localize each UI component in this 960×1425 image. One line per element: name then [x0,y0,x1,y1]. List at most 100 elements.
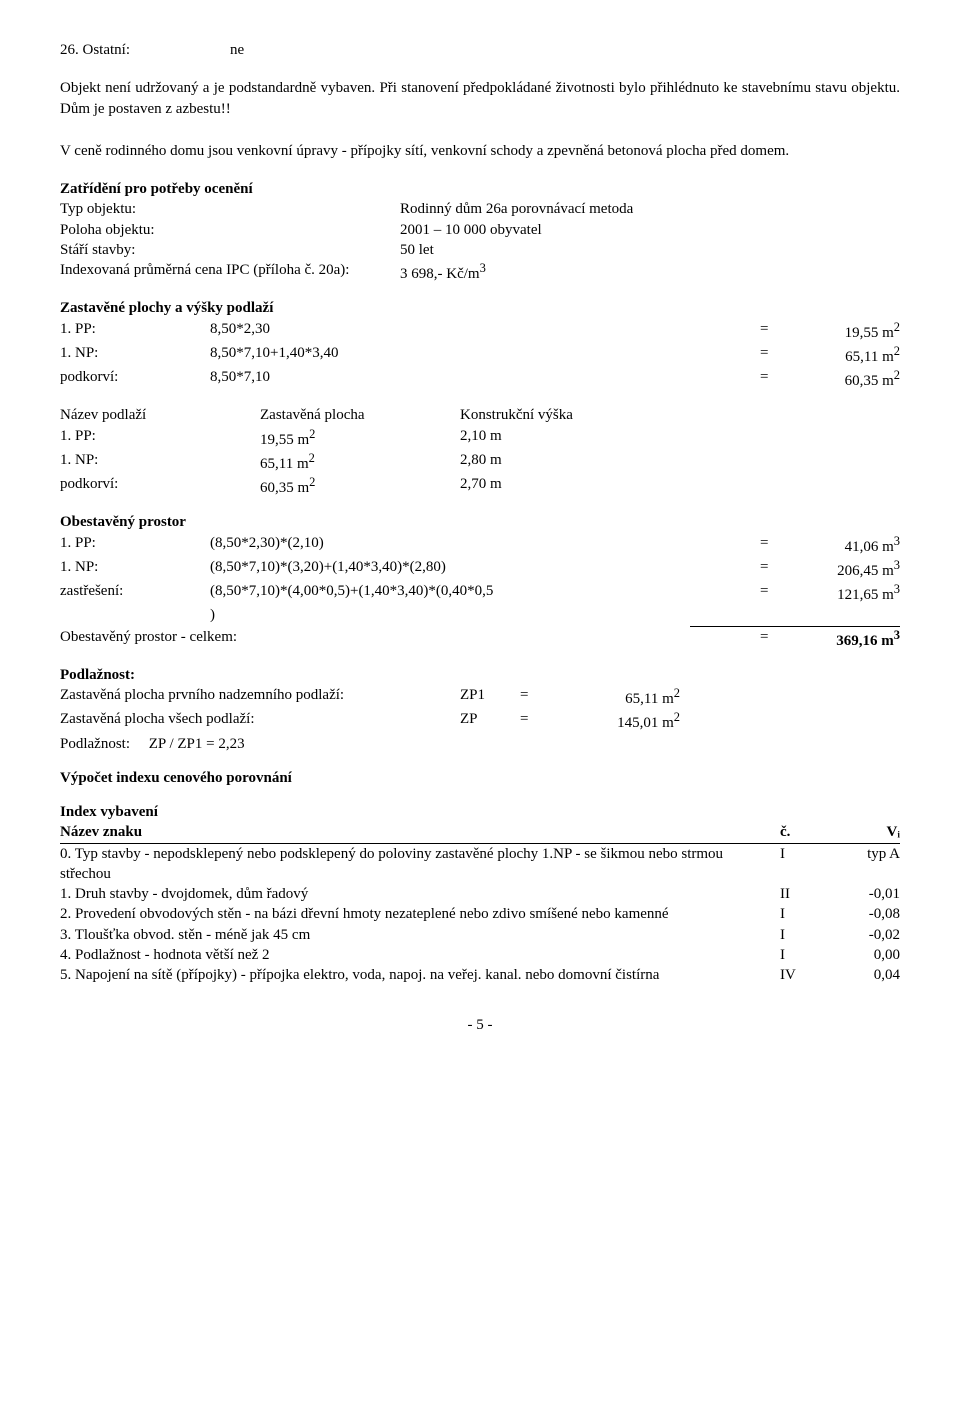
pod-z1: Zastavěná plocha prvního nadzemního podl… [60,685,460,709]
op-c2: (8,50*7,10)*(3,20)+(1,40*3,40)*(2,80) [210,557,760,581]
op-total-text: 369,16 m [836,633,894,649]
pod-z1: Zastavěná plocha všech podlaží: [60,709,460,733]
index-row: 5. Napojení na sítě (přípojky) - přípojk… [60,965,900,985]
idx-i1: 5. Napojení na sítě (přípojky) - přípojk… [60,965,780,985]
kv-c3: 2,10 m [460,426,900,450]
idx-i1: 1. Druh stavby - dvojdomek, dům řadový [60,884,780,904]
zp-c3: = [760,367,790,391]
zat-row-3: Stáří stavby: 50 let [60,240,900,260]
index-row: 4. Podlažnost - hodnota větší než 2I0,00 [60,945,900,965]
kv-row: 1. PP:19,55 m22,10 m [60,426,900,450]
op-total-label: Obestavěný prostor - celkem: [60,627,760,651]
zat-row-2: Poloha objektu: 2001 – 10 000 obyvatel [60,220,900,240]
op-row: 1. PP:(8,50*2,30)*(2,10)=41,06 m3 [60,533,900,557]
heading-vypocet: Výpočet indexu cenového porovnání [60,768,900,788]
zp-c2: 8,50*2,30 [210,319,760,343]
kv-c3: 2,80 m [460,450,900,474]
heading-podlaznost: Podlažnost: [60,665,900,685]
zp-c3: = [760,319,790,343]
zp-row: 1. NP:8,50*7,10+1,40*3,40=65,11 m2 [60,343,900,367]
item-26: 26. Ostatní: ne [60,40,900,60]
idx-i2: I [780,844,830,864]
zp-c1: podkorví: [60,367,210,391]
pod-z4: 145,01 m2 [550,709,680,733]
kv-c2: 60,35 m2 [260,474,460,498]
zp-c2: 8,50*7,10 [210,367,760,391]
idx-i2: I [780,925,830,945]
pod-row: Zastavěná plocha všech podlaží:ZP=145,01… [60,709,900,733]
zp-c1: 1. PP: [60,319,210,343]
zat-value: Rodinný dům 26a porovnávací metoda [400,199,900,219]
zat-value: 50 let [400,240,900,260]
idx-h2: č. [780,822,830,842]
index-row: 2. Provedení obvodových stěn - na bázi d… [60,904,900,924]
op-c1: 1. PP: [60,533,210,557]
op-row: 1. NP:(8,50*7,10)*(3,20)+(1,40*3,40)*(2,… [60,557,900,581]
zat-value: 2001 – 10 000 obyvatel [400,220,900,240]
idx-i3: -0,08 [830,904,900,924]
op-c3: = [760,557,790,581]
kv-c1: 1. NP: [60,450,260,474]
pod-z3: = [520,685,550,709]
zp-c4: 65,11 m2 [790,343,900,367]
index-header: Název znaku č. Vᵢ [60,822,900,843]
op-c4-empty [790,605,900,625]
op-total-val: 369,16 m3 [790,627,900,651]
zp-c3: = [760,343,790,367]
idx-i1: 0. Typ stavby - nepodsklepený nebo podsk… [60,844,780,885]
kv-c2: 65,11 m2 [260,450,460,474]
idx-i1: 2. Provedení obvodových stěn - na bázi d… [60,904,780,924]
idx-i3: 0,00 [830,945,900,965]
kv-header: Název podlaží Zastavěná plocha Konstrukč… [60,405,900,425]
pod-z2: ZP1 [460,685,520,709]
pod-ratio: Podlažnost: ZP / ZP1 = 2,23 [60,734,900,754]
item-26-label: 26. Ostatní: [60,40,230,60]
zat-value-sup: 3 [480,261,486,275]
idx-i1: 4. Podlažnost - hodnota větší než 2 [60,945,780,965]
idx-i1: 3. Tloušťka obvod. stěn - méně jak 45 cm [60,925,780,945]
pod-row: Zastavěná plocha prvního nadzemního podl… [60,685,900,709]
op-row-zast: zastřešení: (8,50*7,10)*(4,00*0,5)+(1,40… [60,581,900,605]
op-c2-cont: ) [210,605,760,625]
zat-row-4: Indexovaná průměrná cena IPC (příloha č.… [60,260,900,284]
idx-i2: II [780,884,830,904]
pod-z2: ZP [460,709,520,733]
op-c3: = [760,581,790,605]
kv-c1: podkorví: [60,474,260,498]
idx-i2: I [780,904,830,924]
op-c2: (8,50*7,10)*(4,00*0,5)+(1,40*3,40)*(0,40… [210,581,760,605]
kv-row: 1. NP:65,11 m22,80 m [60,450,900,474]
heading-zastavene: Zastavěné plochy a výšky podlaží [60,298,900,318]
op-c2: (8,50*2,30)*(2,10) [210,533,760,557]
op-c1: 1. NP: [60,557,210,581]
kv-h3: Konstrukční výška [460,405,900,425]
paragraph-1: Objekt není udržovaný a je podstandardně… [60,78,900,119]
op-c4-sup: 3 [894,582,900,596]
op-c4: 41,06 m3 [790,533,900,557]
op-c3-empty [760,605,790,625]
zp-c4: 60,35 m2 [790,367,900,391]
zat-row-1: Typ objektu: Rodinný dům 26a porovnávací… [60,199,900,219]
paragraph-2: V ceně rodinného domu jsou venkovní úpra… [60,141,900,161]
op-total: Obestavěný prostor - celkem: = 369,16 m3 [60,627,900,651]
page-number: - 5 - [60,1015,900,1035]
kv-c2: 19,55 m2 [260,426,460,450]
kv-h2: Zastavěná plocha [260,405,460,425]
kv-row: podkorví:60,35 m22,70 m [60,474,900,498]
op-total-sup: 3 [894,628,900,642]
pod-z4: 65,11 m2 [550,685,680,709]
pod-z3: = [520,709,550,733]
op-total-eq: = [760,627,790,651]
zp-c1: 1. NP: [60,343,210,367]
heading-index-vybaveni: Index vybavení [60,802,900,822]
index-row: 0. Typ stavby - nepodsklepený nebo podsk… [60,844,900,885]
zat-value-text: 3 698,- Kč/m [400,266,480,282]
index-row: 1. Druh stavby - dvojdomek, dům řadovýII… [60,884,900,904]
zat-label: Typ objektu: [60,199,400,219]
index-row: 3. Tloušťka obvod. stěn - méně jak 45 cm… [60,925,900,945]
op-row-zast-cont: ) [60,605,900,625]
kv-h1: Název podlaží [60,405,260,425]
heading-zatrideni: Zatřídění pro potřeby ocenění [60,179,900,199]
zp-row: 1. PP:8,50*2,30=19,55 m2 [60,319,900,343]
zat-value: 3 698,- Kč/m3 [400,260,900,284]
